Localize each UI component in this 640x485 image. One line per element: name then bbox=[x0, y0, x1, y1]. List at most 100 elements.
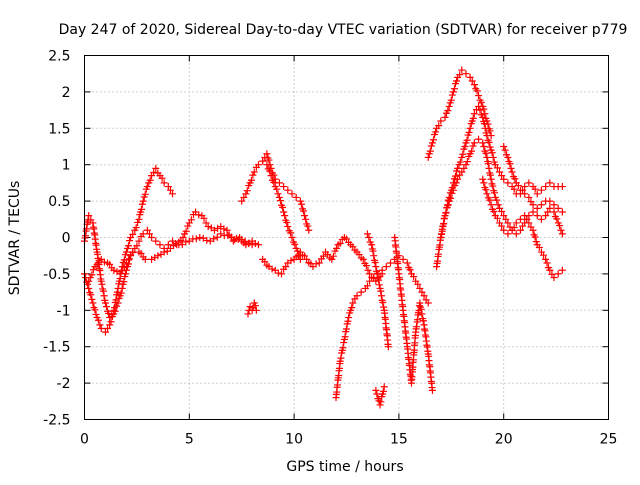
data-point-satellite-track-B bbox=[135, 237, 143, 245]
y-tick-label: -0.5 bbox=[43, 267, 70, 283]
data-point-satellite-track-I bbox=[373, 269, 381, 277]
data-point-satellite-track-E bbox=[292, 193, 300, 201]
data-point-satellite-track-M bbox=[459, 150, 467, 158]
data-point-satellite-track-M bbox=[546, 179, 554, 187]
data-point-satellite-track-E bbox=[297, 200, 305, 208]
data-point-satellite-track-P bbox=[504, 153, 512, 161]
data-point-satellite-track-C bbox=[251, 239, 259, 247]
data-point-satellite-track-C bbox=[129, 248, 137, 256]
data-point-satellite-track-C bbox=[232, 234, 240, 242]
data-point-satellite-track-B bbox=[104, 325, 112, 332]
data-point-satellite-track-H bbox=[344, 317, 352, 325]
data-point-satellite-track-E bbox=[288, 190, 296, 198]
data-point-satellite-track-C bbox=[200, 214, 208, 222]
data-point-satellite-track-B bbox=[217, 230, 225, 238]
data-point-satellite-track-A bbox=[126, 237, 134, 245]
data-point-satellite-track-M bbox=[480, 120, 488, 128]
data-point-satellite-track-G bbox=[312, 260, 320, 268]
data-point-satellite-track-D bbox=[287, 229, 295, 237]
data-point-satellite-track-N bbox=[544, 208, 552, 216]
data-point-satellite-track-E bbox=[305, 226, 313, 234]
data-point-satellite-track-B bbox=[84, 280, 92, 288]
data-point-satellite-track-A bbox=[134, 218, 142, 226]
data-point-satellite-track-G bbox=[278, 270, 286, 278]
data-point-satellite-track-A bbox=[141, 190, 149, 198]
data-point-satellite-track-L bbox=[444, 107, 452, 115]
data-point-satellite-track-D bbox=[254, 161, 262, 169]
data-point-satellite-track-P bbox=[533, 204, 541, 212]
data-point-satellite-track-L bbox=[450, 85, 458, 93]
data-point-satellite-track-I bbox=[363, 230, 371, 238]
data-point-satellite-track-N bbox=[438, 227, 446, 235]
data-point-satellite-track-B bbox=[156, 241, 164, 249]
data-point-satellite-track-C bbox=[214, 224, 222, 232]
data-point-satellite-track-B bbox=[96, 321, 104, 329]
data-point-satellite-track-L bbox=[445, 102, 453, 110]
data-point-satellite-track-M bbox=[479, 113, 487, 121]
data-point-satellite-track-A bbox=[139, 197, 147, 205]
data-point-satellite-track-C bbox=[187, 216, 195, 224]
data-point-satellite-track-P bbox=[525, 193, 533, 201]
data-point-satellite-track-N bbox=[484, 160, 492, 168]
y-tick-label: 2 bbox=[62, 85, 71, 101]
data-point-satellite-track-N bbox=[442, 209, 450, 217]
data-point-satellite-track-P bbox=[507, 164, 515, 172]
data-point-satellite-track-D bbox=[288, 234, 296, 241]
data-point-satellite-track-P bbox=[546, 197, 554, 205]
data-point-satellite-track-B bbox=[152, 237, 160, 245]
data-point-satellite-track-L bbox=[475, 92, 483, 100]
data-point-satellite-track-B bbox=[88, 295, 96, 303]
data-point-satellite-track-N bbox=[460, 164, 468, 172]
data-point-satellite-track-M bbox=[456, 158, 464, 166]
x-tick-label: 15 bbox=[390, 432, 408, 448]
data-point-satellite-track-N bbox=[479, 139, 487, 147]
x-tick-label: 0 bbox=[80, 432, 89, 448]
data-point-satellite-track-L bbox=[486, 127, 494, 135]
data-point-satellite-track-L bbox=[456, 71, 464, 79]
data-point-satellite-track-M bbox=[483, 132, 491, 140]
data-point-satellite-track-O bbox=[540, 251, 548, 259]
data-point-satellite-track-E bbox=[275, 179, 283, 187]
data-point-satellite-track-N bbox=[482, 149, 490, 157]
data-point-satellite-track-E bbox=[300, 207, 308, 215]
x-axis-label: GPS time / hours bbox=[286, 459, 403, 475]
data-point-satellite-track-O bbox=[525, 219, 533, 227]
data-point-satellite-track-B bbox=[120, 278, 128, 286]
data-point-satellite-track-M bbox=[486, 143, 494, 151]
data-point-satellite-track-I bbox=[377, 287, 385, 295]
data-point-satellite-track-L bbox=[447, 96, 455, 104]
data-point-satellite-track-B bbox=[143, 226, 151, 234]
y-tick-label: 1.5 bbox=[48, 121, 70, 137]
data-point-satellite-track-I bbox=[372, 263, 380, 271]
data-point-satellite-track-C bbox=[93, 261, 101, 269]
data-point-satellite-track-B bbox=[182, 238, 190, 246]
data-point-satellite-track-A bbox=[113, 288, 121, 296]
data-point-satellite-track-K bbox=[416, 299, 424, 307]
data-point-satellite-track-C bbox=[227, 233, 235, 241]
data-point-satellite-track-H bbox=[357, 288, 365, 296]
data-point-satellite-track-C bbox=[245, 239, 253, 247]
data-point-satellite-track-L bbox=[449, 88, 457, 96]
data-point-satellite-track-L bbox=[480, 105, 488, 113]
data-point-satellite-track-F bbox=[252, 306, 260, 314]
data-point-satellite-track-I bbox=[368, 241, 376, 249]
data-point-satellite-track-G bbox=[315, 259, 323, 267]
data-point-satellite-track-H bbox=[341, 333, 349, 341]
x-tick-label: 25 bbox=[600, 432, 618, 448]
data-point-satellite-track-M bbox=[525, 179, 533, 187]
data-point-satellite-track-M bbox=[476, 106, 484, 114]
data-point-satellite-track-L bbox=[432, 128, 440, 136]
data-point-satellite-track-C bbox=[160, 248, 168, 256]
data-point-satellite-track-N bbox=[553, 215, 561, 223]
data-point-satellite-track-B bbox=[94, 316, 102, 324]
data-point-satellite-track-D bbox=[273, 185, 281, 193]
data-point-satellite-track-M bbox=[463, 136, 471, 144]
data-point-satellite-track-N bbox=[502, 215, 510, 223]
data-point-satellite-track-L bbox=[466, 73, 474, 81]
data-point-satellite-track-E bbox=[284, 186, 292, 194]
x-tick-label: 5 bbox=[185, 432, 194, 448]
data-point-satellite-track-H bbox=[410, 273, 418, 281]
data-point-satellite-track-L bbox=[462, 70, 470, 78]
data-point-satellite-track-N bbox=[557, 226, 565, 234]
data-point-satellite-track-G bbox=[328, 255, 336, 263]
